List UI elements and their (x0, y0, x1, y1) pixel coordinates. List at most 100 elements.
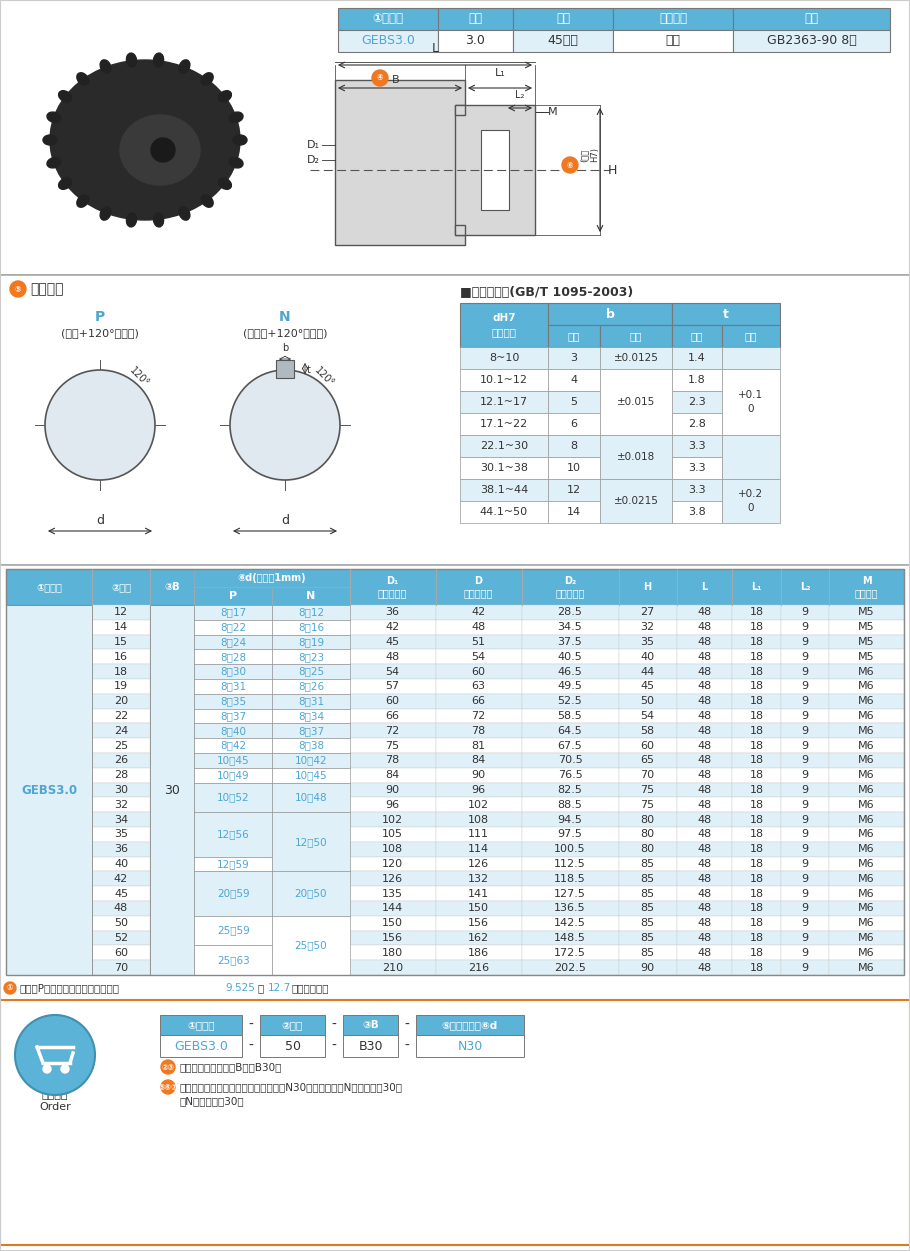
Bar (781, 901, 829, 916)
Text: 54: 54 (386, 667, 399, 677)
Bar (92, 872, 150, 886)
Text: 公差: 公差 (744, 332, 757, 342)
Bar (338, 8, 438, 30)
Text: 8～30: 8～30 (220, 667, 247, 677)
Text: 17.1~22: 17.1~22 (480, 419, 528, 429)
Text: 8～40: 8～40 (220, 726, 247, 736)
Text: 50: 50 (285, 1040, 300, 1052)
Text: 18: 18 (114, 667, 128, 677)
Text: M6: M6 (858, 903, 875, 913)
Text: 2.3: 2.3 (688, 397, 706, 407)
Text: 9: 9 (802, 888, 808, 898)
Bar (0, 0, 910, 275)
Bar (276, 360, 294, 378)
Text: 50: 50 (114, 918, 128, 928)
Text: 65: 65 (641, 756, 654, 766)
Text: 10～48: 10～48 (295, 792, 328, 802)
Bar (272, 783, 349, 812)
Text: 120°: 120° (128, 365, 151, 389)
Bar (829, 946, 904, 961)
Text: 10.1~12: 10.1~12 (480, 375, 528, 385)
Text: 8: 8 (571, 442, 578, 452)
Text: 25: 25 (114, 741, 128, 751)
Text: 1.8: 1.8 (688, 375, 706, 385)
Bar (436, 605, 521, 619)
Bar (722, 479, 780, 523)
Text: 27: 27 (641, 608, 655, 618)
Text: -: - (405, 1018, 410, 1032)
Bar (781, 946, 829, 961)
Text: 112.5: 112.5 (554, 859, 586, 869)
Text: 40: 40 (641, 652, 654, 662)
Bar (781, 931, 829, 946)
Bar (677, 886, 733, 901)
Bar (436, 738, 521, 753)
Text: 150: 150 (382, 918, 403, 928)
Bar (272, 587, 349, 605)
Bar (677, 916, 733, 931)
Bar (733, 961, 781, 975)
Text: M5: M5 (858, 622, 875, 632)
Text: 10～52: 10～52 (217, 792, 249, 802)
Bar (349, 694, 436, 708)
Text: 75: 75 (641, 799, 654, 809)
Bar (829, 783, 904, 797)
Bar (677, 649, 733, 664)
Bar (436, 916, 521, 931)
Text: 8～38: 8～38 (298, 741, 324, 751)
Text: 80: 80 (641, 829, 654, 839)
Text: Order: Order (39, 1102, 71, 1112)
Circle shape (61, 1065, 69, 1073)
Bar (722, 325, 780, 347)
Text: 141: 141 (468, 888, 489, 898)
Bar (829, 812, 904, 827)
Ellipse shape (47, 113, 61, 123)
Text: 48: 48 (697, 771, 712, 781)
Text: M6: M6 (858, 829, 875, 839)
Text: M6: M6 (858, 844, 875, 854)
Text: N: N (307, 590, 316, 600)
Ellipse shape (229, 113, 243, 123)
Ellipse shape (179, 206, 190, 220)
Bar (600, 479, 672, 523)
Text: 8～34: 8～34 (298, 711, 324, 721)
Ellipse shape (120, 115, 200, 185)
Bar (733, 694, 781, 708)
Bar (829, 753, 904, 768)
Bar (677, 634, 733, 649)
Text: ①类型码: ①类型码 (372, 13, 403, 25)
Text: 48: 48 (697, 711, 712, 721)
Text: 8～31: 8～31 (298, 697, 324, 707)
Text: M6: M6 (858, 756, 875, 766)
Text: 75: 75 (641, 784, 654, 794)
Text: 48: 48 (697, 622, 712, 632)
Bar (195, 812, 272, 857)
Text: 发黑: 发黑 (665, 35, 681, 48)
Text: 126: 126 (468, 859, 489, 869)
Bar (733, 797, 781, 812)
Bar (455, 105, 535, 235)
Text: 34.5: 34.5 (558, 622, 582, 632)
Text: 82.5: 82.5 (558, 784, 582, 794)
Text: M6: M6 (858, 667, 875, 677)
Text: M6: M6 (858, 933, 875, 943)
Text: 45: 45 (114, 888, 128, 898)
Bar (548, 392, 600, 413)
Text: 8～16: 8～16 (298, 622, 324, 632)
Text: 54: 54 (471, 652, 486, 662)
Text: 64.5: 64.5 (558, 726, 582, 736)
Bar (272, 664, 349, 679)
Bar (672, 435, 722, 457)
Bar (677, 946, 733, 961)
Text: 模数: 模数 (469, 13, 482, 25)
Text: 48: 48 (697, 741, 712, 751)
Text: M
粗牙螺纹: M 粗牙螺纹 (854, 575, 878, 598)
Bar (272, 694, 349, 708)
Bar (349, 783, 436, 797)
Text: 76.5: 76.5 (558, 771, 582, 781)
Ellipse shape (154, 213, 164, 226)
Bar (613, 30, 733, 53)
Bar (349, 753, 436, 768)
Text: 9: 9 (802, 962, 808, 972)
Bar (548, 413, 600, 435)
